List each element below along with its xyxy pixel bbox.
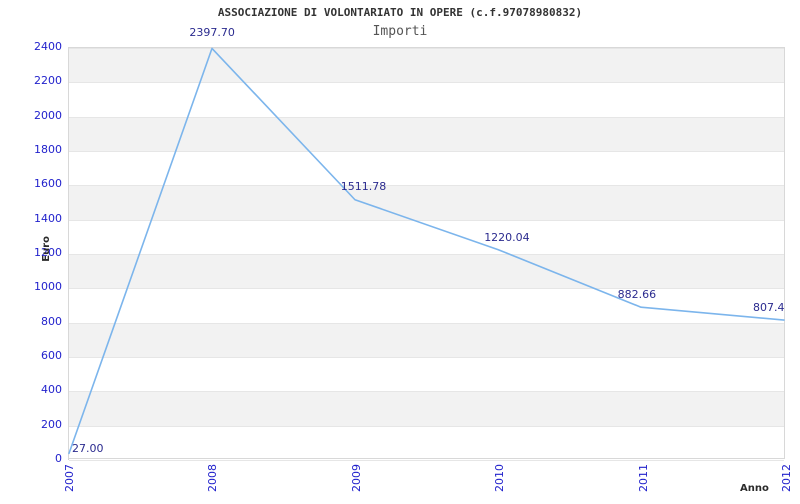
gridline	[69, 254, 784, 255]
point-label: 882.66	[617, 288, 657, 302]
x-tick-label: 2009	[349, 464, 363, 492]
x-axis-tick-labels: 2007 2008 2009 2010 2011 2012	[63, 464, 793, 504]
gridline	[69, 357, 784, 358]
gridline	[69, 323, 784, 324]
band	[69, 322, 784, 357]
y-tick-label: 2400	[34, 40, 62, 53]
gridline	[69, 117, 784, 118]
x-tick-label: 2011	[636, 464, 650, 492]
x-tick-label: 2007	[63, 464, 76, 492]
point-label: 1511.78	[340, 180, 387, 194]
y-tick-label: 1600	[34, 177, 62, 191]
point-label: 2397.70	[189, 26, 235, 40]
band	[69, 391, 784, 426]
gridline	[69, 460, 784, 461]
gridline	[69, 48, 784, 49]
x-tick-label: 2008	[206, 464, 220, 492]
plot-area	[68, 47, 785, 461]
x-axis-title: Anno	[740, 483, 769, 494]
gridline	[69, 391, 784, 392]
gridline	[69, 220, 784, 221]
gridline	[69, 426, 784, 427]
y-tick-label: 2200	[34, 74, 62, 88]
y-tick-label: 600	[41, 349, 62, 362]
gridline	[69, 82, 784, 83]
y-tick-label: 400	[41, 383, 62, 397]
band	[69, 116, 784, 151]
y-tick-label: 1200	[34, 246, 62, 259]
y-tick-label: 1800	[34, 143, 62, 156]
y-tick-label: 1400	[34, 211, 62, 225]
gridline	[69, 151, 784, 152]
y-tick-label: 0	[55, 452, 62, 465]
y-axis-title: Euro	[41, 236, 52, 262]
y-tick-label: 2000	[34, 108, 62, 122]
y-tick-label: 800	[41, 314, 62, 328]
band	[69, 254, 784, 289]
x-tick-label: 2012	[780, 464, 793, 492]
y-tick-label: 200	[41, 417, 62, 431]
series-polyline	[69, 48, 784, 453]
chart-subtitle: Importi	[372, 24, 428, 39]
y-tick-label: 1000	[34, 280, 62, 294]
gridline	[69, 185, 784, 186]
band	[69, 48, 784, 83]
chart-title: ASSOCIAZIONE DI VOLONTARIATO IN OPERE (c…	[217, 6, 583, 19]
point-label: 27.00	[72, 442, 104, 456]
point-label: 1220.04	[484, 230, 530, 244]
y-axis-tick-labels: 0 200 400 600 800 1000 1200 1400 1600 1800 2000 220…	[0, 40, 62, 465]
series-line	[69, 48, 784, 458]
band	[69, 185, 784, 220]
gridline	[69, 288, 784, 289]
x-tick-label: 2010	[493, 464, 507, 492]
point-label: 807.4	[753, 301, 785, 315]
